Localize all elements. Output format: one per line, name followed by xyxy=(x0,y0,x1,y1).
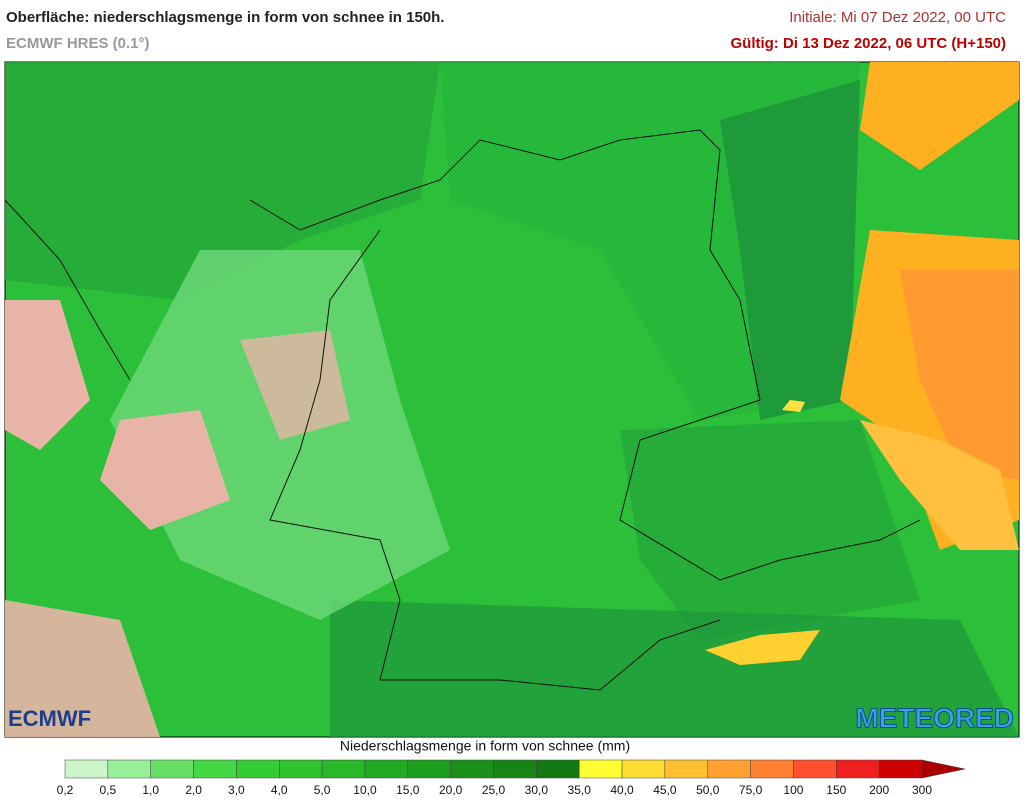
colorbar-box xyxy=(64,759,109,779)
colorbar-tick-label: 5,0 xyxy=(314,783,331,797)
colorbar-tick-label: 200 xyxy=(869,783,889,797)
colorbar-box xyxy=(493,759,537,779)
colorbar-box xyxy=(664,759,709,779)
map xyxy=(4,61,1020,738)
colorbar-box xyxy=(407,759,451,779)
colorbar-box xyxy=(707,759,751,779)
colorbar-box xyxy=(578,759,623,779)
colorbar-tick-label: 3,0 xyxy=(228,783,245,797)
colorbar-tick-label: 50,0 xyxy=(696,783,720,797)
colorbar-box xyxy=(236,759,280,779)
ecmwf-logo: ECMWF xyxy=(8,706,91,731)
colorbar-tick-label: 35,0 xyxy=(568,783,592,797)
colorbar-tick-label: 100 xyxy=(783,783,803,797)
colorbar-box xyxy=(107,759,151,779)
colorbar-overflow xyxy=(921,759,966,779)
colorbar-tick-label: 2,0 xyxy=(185,783,202,797)
colorbar-tick-label: 25,0 xyxy=(482,783,506,797)
meteored-logo: METEORED xyxy=(855,702,1014,733)
colorbar-tick-label: 150 xyxy=(826,783,846,797)
colorbar-box xyxy=(450,759,494,779)
colorbar-tick-label: 0,5 xyxy=(100,783,117,797)
colorbar-box xyxy=(793,759,837,779)
colorbar-box xyxy=(621,759,666,779)
legend-label: Niederschlagsmenge in form von schnee (m… xyxy=(340,738,630,754)
colorbar-box xyxy=(750,759,794,779)
colorbar-tick-label: 30,0 xyxy=(525,783,549,797)
colorbar-box xyxy=(836,759,880,779)
colorbar-tick-label: 45,0 xyxy=(653,783,677,797)
colorbar-box xyxy=(364,759,409,779)
colorbar-box xyxy=(150,759,194,779)
colorbar-tick-label: 0,2 xyxy=(57,783,74,797)
colorbar-tick-label: 4,0 xyxy=(271,783,288,797)
colorbar-box xyxy=(193,759,237,779)
colorbar-box xyxy=(536,759,580,779)
colorbar-tick-label: 10,0 xyxy=(353,783,377,797)
colorbar-box xyxy=(279,759,323,779)
title: Oberfläche: niederschlagsmenge in form v… xyxy=(6,9,444,26)
colorbar-box xyxy=(321,759,366,779)
colorbar-tick-label: 15,0 xyxy=(396,783,420,797)
colorbar-tick-label: 75,0 xyxy=(739,783,763,797)
colorbar-box xyxy=(878,759,923,779)
colorbar-tick-label: 300 xyxy=(912,783,932,797)
model: ECMWF HRES (0.1°) xyxy=(6,35,150,52)
colorbar-tick-label: 20,0 xyxy=(439,783,463,797)
colorbar-tick-label: 1,0 xyxy=(142,783,159,797)
valid-time: Gültig: Di 13 Dez 2022, 06 UTC (H+150) xyxy=(730,35,1006,52)
colorbar-tick-label: 40,0 xyxy=(610,783,634,797)
initial-time: Initiale: Mi 07 Dez 2022, 00 UTC xyxy=(789,9,1006,26)
